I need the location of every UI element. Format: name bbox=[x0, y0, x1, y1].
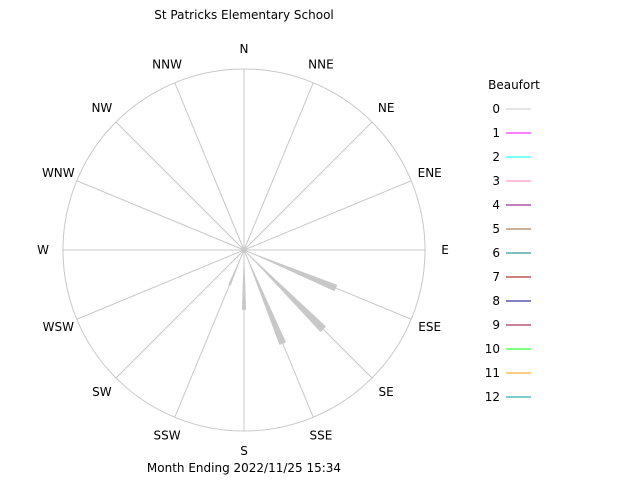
direction-label-wsw: WSW bbox=[43, 320, 74, 334]
spoke-nw bbox=[116, 122, 244, 250]
direction-label-sse: SSE bbox=[310, 429, 333, 443]
spoke-sw bbox=[116, 250, 244, 378]
spoke-wsw bbox=[77, 250, 244, 319]
chart-subtitle: Month Ending 2022/11/25 15:34 bbox=[147, 461, 341, 475]
direction-label-nne: NNE bbox=[308, 57, 334, 71]
direction-label-n: N bbox=[240, 42, 249, 56]
petal-s-b0 bbox=[242, 250, 246, 310]
legend-label-7: 7 bbox=[492, 270, 500, 284]
direction-label-nw: NW bbox=[91, 101, 112, 115]
direction-label-w: W bbox=[37, 243, 49, 257]
spoke-ne bbox=[244, 122, 372, 250]
legend-label-12: 12 bbox=[485, 390, 500, 404]
legend-label-0: 0 bbox=[492, 102, 500, 116]
petals bbox=[228, 246, 337, 345]
spoke-ene bbox=[244, 181, 411, 250]
direction-label-se: SE bbox=[379, 385, 394, 399]
petal-se-b0 bbox=[244, 250, 326, 332]
legend-label-6: 6 bbox=[492, 246, 500, 260]
direction-label-s: S bbox=[240, 444, 248, 458]
petal-sw-b0 bbox=[233, 250, 244, 261]
legend-label-9: 9 bbox=[492, 318, 500, 332]
direction-label-sw: SW bbox=[92, 385, 112, 399]
legend-label-8: 8 bbox=[492, 294, 500, 308]
legend-label-2: 2 bbox=[492, 150, 500, 164]
direction-label-ssw: SSW bbox=[154, 429, 181, 443]
legend-label-4: 4 bbox=[492, 198, 500, 212]
chart-title: St Patricks Elementary School bbox=[154, 8, 334, 22]
legend-label-3: 3 bbox=[492, 174, 500, 188]
direction-label-ese: ESE bbox=[418, 320, 441, 334]
direction-label-wnw: WNW bbox=[42, 166, 75, 180]
direction-label-e: E bbox=[441, 243, 449, 257]
legend-label-5: 5 bbox=[492, 222, 500, 236]
legend-label-10: 10 bbox=[485, 342, 500, 356]
spoke-nne bbox=[244, 83, 313, 250]
legend-label-11: 11 bbox=[485, 366, 500, 380]
direction-label-nnw: NNW bbox=[152, 57, 182, 71]
spoke-nnw bbox=[175, 83, 244, 250]
legend-title: Beaufort bbox=[488, 78, 540, 92]
direction-label-ne: NE bbox=[378, 101, 395, 115]
legend-label-1: 1 bbox=[492, 126, 500, 140]
spoke-wnw bbox=[77, 181, 244, 250]
direction-label-ene: ENE bbox=[418, 166, 442, 180]
